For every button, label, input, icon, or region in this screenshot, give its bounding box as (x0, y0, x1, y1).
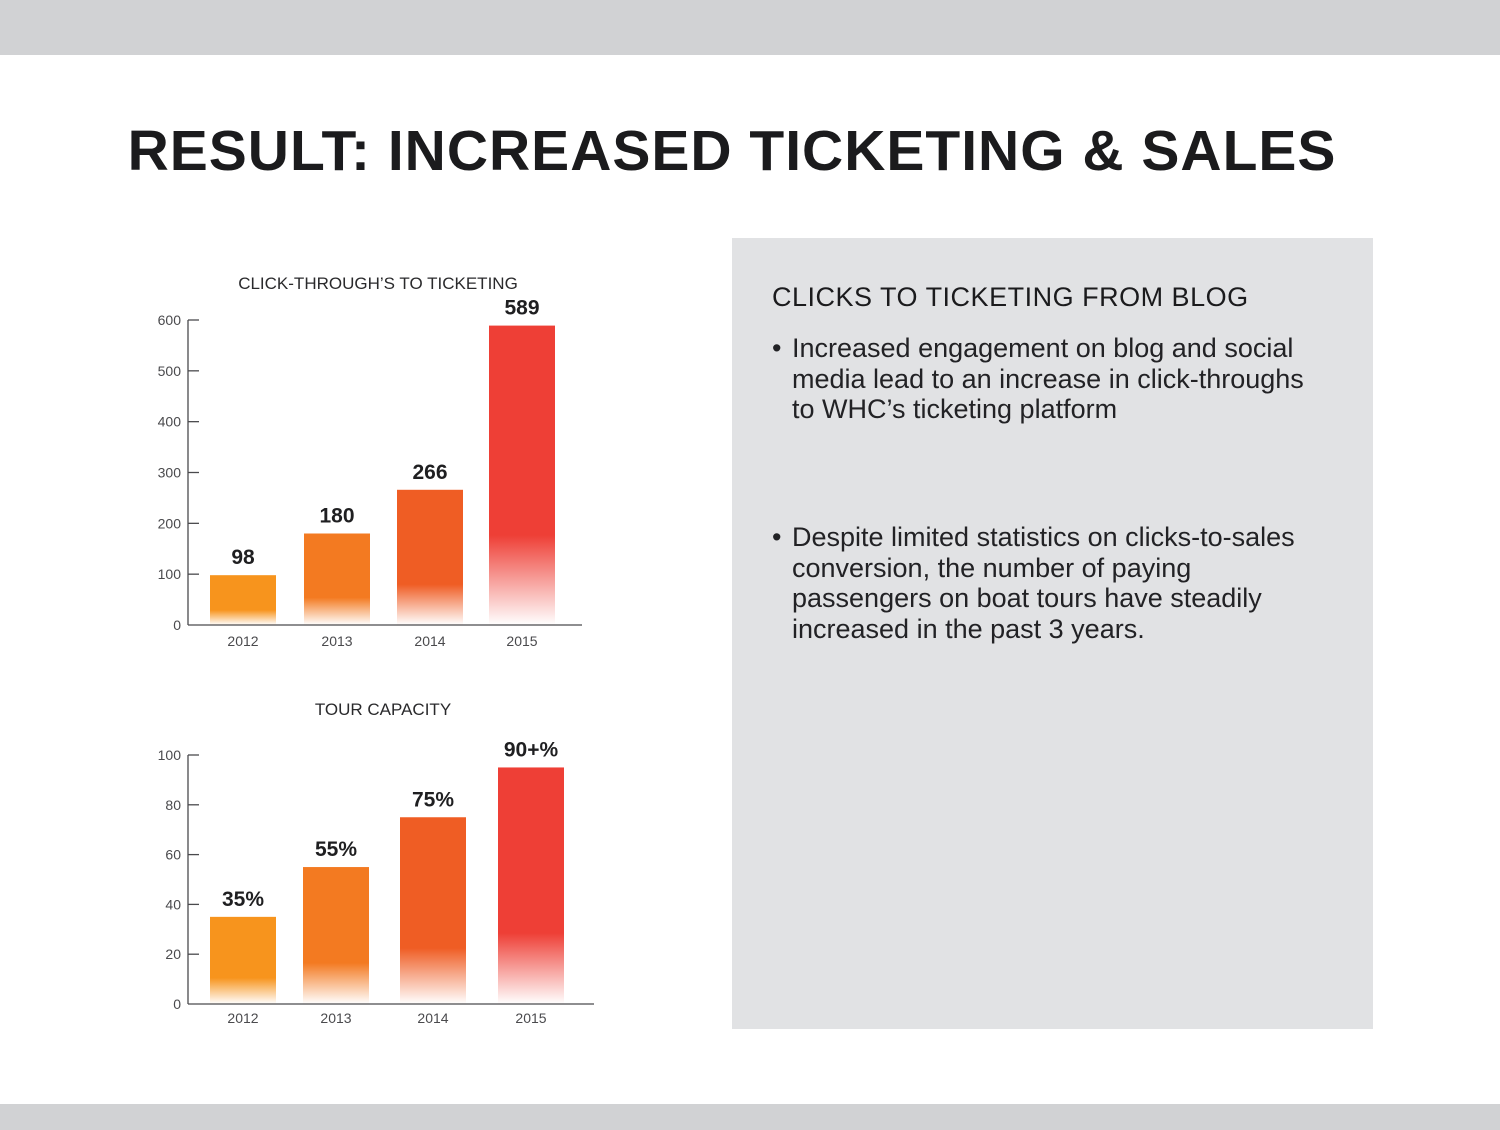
x-tick-label: 2012 (227, 633, 258, 649)
data-label: 90+% (504, 738, 559, 761)
x-tick-label: 2012 (227, 1010, 258, 1026)
y-tick-label: 0 (173, 617, 181, 633)
data-label: 98 (231, 546, 255, 569)
x-tick-label: 2015 (515, 1010, 546, 1026)
data-label: 55% (315, 838, 357, 861)
x-tick-label: 2015 (506, 633, 537, 649)
data-label: 35% (222, 888, 264, 911)
y-tick-label: 0 (173, 996, 181, 1012)
x-tick-label: 2014 (417, 1010, 448, 1026)
y-tick-label: 60 (165, 847, 181, 863)
bullet-text: Increased engagement on blog and social … (792, 333, 1304, 424)
top-band (0, 0, 1500, 55)
bullet-item: • Increased engagement on blog and socia… (772, 333, 1332, 425)
bar (498, 767, 564, 1004)
info-panel: CLICKS TO TICKETING FROM BLOG • Increase… (732, 238, 1373, 1029)
page-title: RESULT: INCREASED TICKETING & SALES (127, 119, 1337, 183)
y-tick-label: 100 (158, 747, 182, 763)
data-label: 589 (504, 297, 539, 320)
bullet-text: Despite limited statistics on clicks-to-… (792, 522, 1295, 644)
bullet-dot: • (772, 333, 782, 363)
tour-capacity-chart: TOUR CAPACITY 0 20 40 60 80 100 35% 2012 55% 2013 7… (158, 700, 594, 1026)
bottom-band (0, 1104, 1500, 1130)
y-tick-label: 80 (165, 797, 181, 813)
bar (489, 325, 555, 625)
bar (303, 867, 369, 1004)
y-tick-label: 20 (165, 946, 181, 962)
y-tick-label: 40 (165, 896, 181, 912)
chart-title: CLICK-THROUGH’S TO TICKETING (238, 274, 518, 293)
y-tick-label: 100 (158, 566, 182, 582)
y-tick-label: 300 (158, 465, 182, 481)
bar (304, 533, 370, 625)
click-throughs-chart: CLICK-THROUGH’S TO TICKETING 0 100 200 300 40… (158, 274, 582, 649)
bullet-item: • Despite limited statistics on clicks-t… (772, 522, 1332, 644)
x-tick-label: 2013 (320, 1010, 351, 1026)
bar (397, 489, 463, 625)
data-label: 180 (319, 505, 354, 528)
bar (210, 916, 276, 1004)
panel-heading: CLICKS TO TICKETING FROM BLOG (772, 282, 1249, 312)
chart-title: TOUR CAPACITY (315, 700, 451, 719)
y-tick-label: 500 (158, 363, 182, 379)
y-tick-label: 200 (158, 515, 182, 531)
y-tick-label: 600 (158, 312, 182, 328)
bar (400, 817, 466, 1004)
y-tick-label: 400 (158, 414, 182, 430)
bullet-dot: • (772, 522, 782, 552)
data-label: 75% (412, 788, 454, 811)
bar (210, 575, 276, 625)
data-label: 266 (412, 461, 447, 484)
x-tick-label: 2014 (414, 633, 445, 649)
x-tick-label: 2013 (321, 633, 352, 649)
